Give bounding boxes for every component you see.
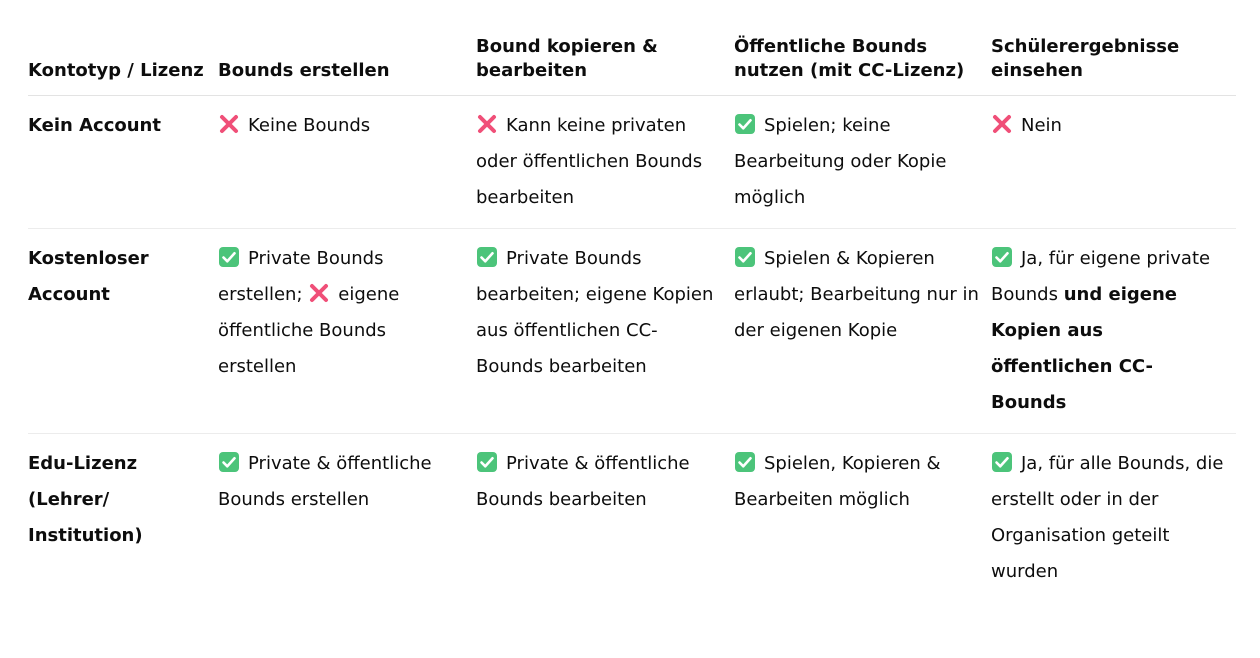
table-row: Kein Account Keine Bounds Kann keine priva…: [28, 95, 1236, 229]
account-type: Edu-Lizenz (Lehrer/ Institution): [28, 453, 143, 546]
cell-text: Private & öffentliche Bounds bearbeiten: [476, 453, 690, 510]
check-icon: [218, 450, 240, 472]
table-cell: Ja, für eigene private Bounds und eigene…: [991, 228, 1236, 434]
table-cell: Private & öffentliche Bounds bearbeiten: [476, 434, 734, 603]
table-cell: Nein: [991, 95, 1236, 229]
check-icon: [476, 450, 498, 472]
table-cell: Private Bounds erstellen; eigene öffentl…: [218, 228, 476, 434]
table-cell: Spielen, Kopieren & Bearbeiten möglich: [734, 434, 991, 603]
table-cell: Private Bounds bearbeiten; eigene Kopien…: [476, 228, 734, 434]
table-cell: Spielen & Kopieren erlaubt; Bearbeitung …: [734, 228, 991, 434]
cell-text: Spielen; keine Bearbeitung oder Kopie mö…: [734, 115, 947, 208]
cell-text: eigene öffentliche Bounds erstellen: [218, 284, 400, 377]
table-cell: Spielen; keine Bearbeitung oder Kopie mö…: [734, 95, 991, 229]
check-icon: [991, 245, 1013, 267]
cell-text: Keine Bounds: [248, 115, 371, 136]
cell-text: Kann keine privaten oder öffentlichen Bo…: [476, 115, 703, 208]
cross-icon: [308, 281, 330, 303]
column-header: Kontotyp / Lizenz: [28, 0, 218, 96]
cell-text: und eigene Kopien aus öffentlichen CC-Bo…: [991, 284, 1177, 413]
cross-icon: [218, 112, 240, 134]
table-cell: Kann keine privaten oder öffentlichen Bo…: [476, 95, 734, 229]
permissions-table: Kontotyp / Lizenz Bounds erstellen Bound k…: [28, 0, 1236, 602]
cell-text: Spielen, Kopieren & Bearbeiten möglich: [734, 453, 941, 510]
check-icon: [734, 450, 756, 472]
table-row: Edu-Lizenz (Lehrer/ Institution) Private …: [28, 434, 1236, 603]
cell-text: Private Bounds bearbeiten; eigene Kopien…: [476, 248, 714, 377]
column-header: Öffentliche Bounds nutzen (mit CC-Lizenz…: [734, 0, 991, 96]
column-header: Bounds erstellen: [218, 0, 476, 96]
table-cell: Private & öffentliche Bounds erstellen: [218, 434, 476, 603]
check-icon: [734, 112, 756, 134]
table-cell: Keine Bounds: [218, 95, 476, 229]
cell-text: Private & öffentliche Bounds erstellen: [218, 453, 432, 510]
check-icon: [734, 245, 756, 267]
cross-icon: [991, 112, 1013, 134]
column-header: Schülerergebnisse einsehen: [991, 0, 1236, 96]
cell-text: Spielen & Kopieren erlaubt; Bearbeitung …: [734, 248, 979, 341]
cell-text: Nein: [1021, 115, 1062, 136]
table-cell: Ja, für alle Bounds, die erstellt oder i…: [991, 434, 1236, 603]
cross-icon: [476, 112, 498, 134]
account-type: Kein Account: [28, 95, 218, 229]
column-header: Bound kopieren & bearbeiten: [476, 0, 734, 96]
check-icon: [218, 245, 240, 267]
cell-text: Ja, für eigene private Bounds: [991, 248, 1211, 305]
check-icon: [476, 245, 498, 267]
account-type: Kostenloser Account: [28, 228, 218, 434]
table-row: Kostenloser Account Private Bounds erstel…: [28, 228, 1236, 434]
cell-text: Private Bounds erstellen;: [218, 248, 384, 305]
cell-text: Ja, für alle Bounds, die erstellt oder i…: [991, 453, 1224, 582]
check-icon: [991, 450, 1013, 472]
header-row: Kontotyp / Lizenz Bounds erstellen Bound k…: [28, 0, 1236, 96]
